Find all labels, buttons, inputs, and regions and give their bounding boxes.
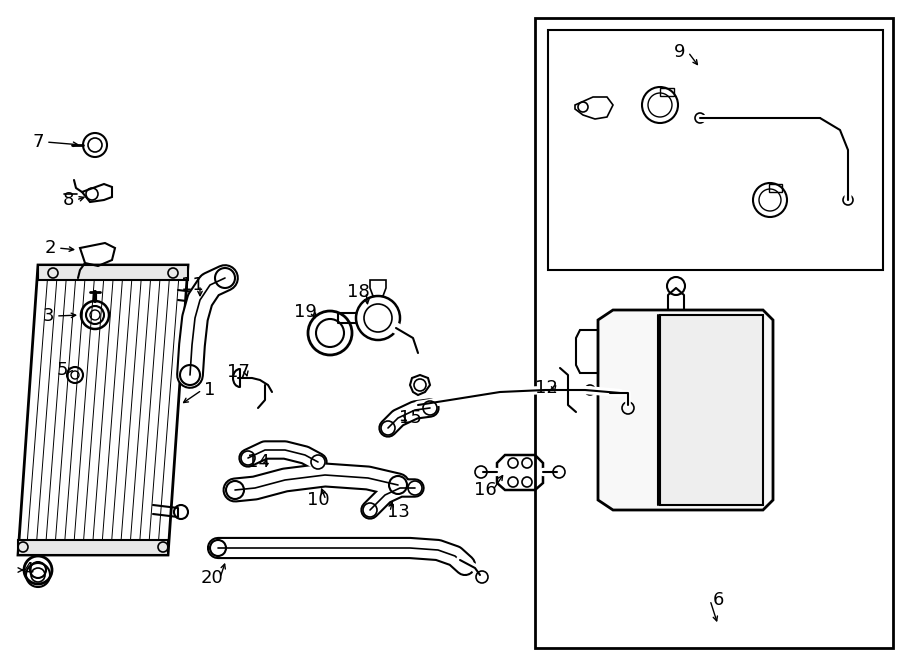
Bar <box>660 315 763 505</box>
Bar <box>660 88 674 96</box>
Text: 4: 4 <box>22 561 34 579</box>
Text: 10: 10 <box>307 491 329 509</box>
Polygon shape <box>18 540 168 555</box>
Text: 11: 11 <box>181 276 203 294</box>
Text: 16: 16 <box>473 481 497 499</box>
Polygon shape <box>598 310 773 510</box>
Text: 5: 5 <box>56 361 68 379</box>
Text: 7: 7 <box>32 133 44 151</box>
Text: 12: 12 <box>535 379 557 397</box>
Text: 1: 1 <box>204 381 216 399</box>
Bar <box>535 18 893 648</box>
Polygon shape <box>38 265 188 280</box>
Text: 20: 20 <box>201 569 223 587</box>
Text: 8: 8 <box>62 191 74 209</box>
Text: 17: 17 <box>227 363 249 381</box>
Polygon shape <box>18 265 188 555</box>
Text: 3: 3 <box>42 307 54 325</box>
Bar <box>769 184 782 192</box>
Text: 15: 15 <box>399 409 421 427</box>
Text: 14: 14 <box>247 453 269 471</box>
Text: 18: 18 <box>346 283 369 301</box>
Text: 6: 6 <box>712 591 724 609</box>
Text: 2: 2 <box>44 239 56 257</box>
Bar <box>548 30 883 270</box>
Bar <box>660 315 763 505</box>
Text: 19: 19 <box>293 303 317 321</box>
Text: 13: 13 <box>387 503 410 521</box>
Text: 9: 9 <box>674 43 686 61</box>
